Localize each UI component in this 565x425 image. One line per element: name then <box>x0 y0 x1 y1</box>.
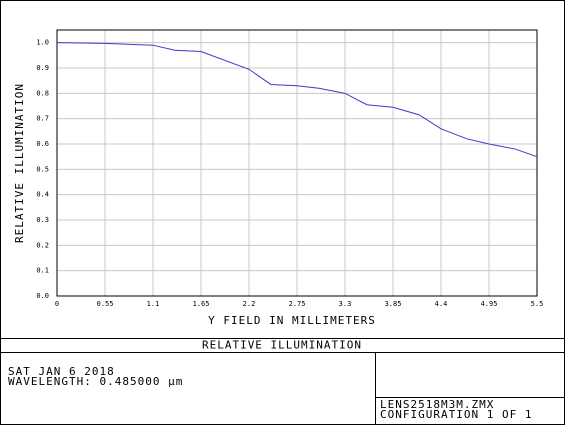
y-tick-label: 0.2 <box>36 241 49 249</box>
y-axis-label: RELATIVE ILLUMINATION <box>13 83 26 243</box>
y-tick-label: 0.6 <box>36 140 49 148</box>
x-tick-label: 3.3 <box>339 300 352 308</box>
x-tick-label: 1.1 <box>147 300 160 308</box>
x-tick-label: 4.4 <box>435 300 448 308</box>
x-tick-label: 2.75 <box>289 300 306 308</box>
y-tick-label: 0.1 <box>36 267 49 275</box>
plot-frame <box>56 29 538 297</box>
y-tick-label: 0.7 <box>36 115 49 123</box>
x-axis-label: Y FIELD IN MILLIMETERS <box>208 314 376 327</box>
y-tick-label: 0.8 <box>36 89 49 97</box>
y-tick-label: 0.5 <box>36 165 49 173</box>
y-tick-label: 0.9 <box>36 64 49 72</box>
y-tick-label: 0.3 <box>36 216 49 224</box>
wavelength: WAVELENGTH: 0.485000 μm <box>8 375 183 388</box>
x-tick-label: 0.55 <box>97 300 114 308</box>
y-tick-label: 0.4 <box>36 191 49 199</box>
x-tick-label: 1.65 <box>193 300 210 308</box>
y-tick-label: 1.0 <box>36 39 49 47</box>
panel-title: RELATIVE ILLUMINATION <box>202 339 362 352</box>
file-name: LENS2518M3M.ZMX <box>380 398 494 411</box>
date: SAT JAN 6 2018 <box>8 365 115 378</box>
configuration: CONFIGURATION 1 OF 1 <box>380 408 532 421</box>
x-tick-label: 3.85 <box>385 300 402 308</box>
data-line <box>56 42 538 158</box>
x-tick-label: 2.2 <box>243 300 256 308</box>
x-tick-label: 5.5 <box>531 300 544 308</box>
x-tick-label: 4.95 <box>481 300 498 308</box>
x-tick-label: 0 <box>55 300 59 308</box>
y-tick-label: 0.0 <box>36 292 49 300</box>
